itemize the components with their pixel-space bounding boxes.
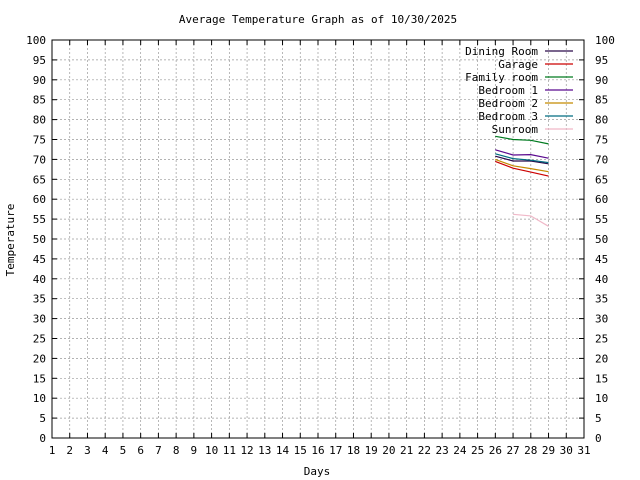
series-line-dining-room: [495, 155, 549, 165]
y-tick-label: 15: [595, 372, 608, 385]
x-tick-label: 31: [577, 444, 590, 457]
legend-label: Dining Room: [465, 45, 538, 58]
y-tick-label: 0: [39, 432, 46, 445]
y-tick-label: 90: [33, 74, 46, 87]
y-tick-label: 20: [595, 352, 608, 365]
x-tick-label: 17: [329, 444, 342, 457]
y-axis-label: Temperature: [4, 204, 17, 277]
chart-title: Average Temperature Graph as of 10/30/20…: [179, 13, 457, 26]
legend-label: Sunroom: [492, 123, 539, 136]
x-tick-label: 24: [453, 444, 467, 457]
x-tick-label: 4: [102, 444, 109, 457]
x-tick-label: 20: [382, 444, 395, 457]
y-tick-label: 35: [595, 293, 608, 306]
x-tick-label: 10: [205, 444, 218, 457]
x-tick-label: 6: [137, 444, 144, 457]
y-tick-label: 25: [595, 333, 608, 346]
series-line-bedroom-2: [495, 158, 549, 173]
x-tick-label: 5: [120, 444, 127, 457]
x-tick-label: 27: [506, 444, 519, 457]
x-tick-label: 25: [471, 444, 484, 457]
y-tick-label: 50: [33, 233, 46, 246]
x-tick-label: 16: [311, 444, 324, 457]
y-tick-label: 70: [595, 153, 608, 166]
x-axis-label: Days: [304, 465, 331, 478]
y-tick-label: 45: [595, 253, 608, 266]
y-tick-label: 80: [595, 114, 608, 127]
y-tick-label: 95: [33, 54, 46, 67]
y-tick-label: 85: [595, 94, 608, 107]
series-line-bedroom-1: [495, 149, 549, 159]
y-tick-label: 5: [595, 412, 602, 425]
series-lines: [495, 135, 549, 227]
y-tick-label: 55: [33, 213, 46, 226]
y-tick-label: 75: [33, 134, 46, 147]
legend-label: Bedroom 1: [478, 84, 538, 97]
y-tick-label: 100: [595, 34, 615, 47]
x-tick-label: 12: [240, 444, 253, 457]
y-tick-label: 25: [33, 333, 46, 346]
x-tick-label: 9: [191, 444, 198, 457]
x-tick-label: 1: [49, 444, 56, 457]
y-tick-label: 0: [595, 432, 602, 445]
x-tick-label: 8: [173, 444, 180, 457]
y-tick-label: 90: [595, 74, 608, 87]
legend-label: Bedroom 3: [478, 110, 538, 123]
y-tick-label: 30: [33, 313, 46, 326]
y-tick-label: 85: [33, 94, 46, 107]
y-tick-label: 100: [26, 34, 46, 47]
x-axis-ticks: 1 2 3 4 5 6 7 8 9 10 11 12 13 14 15 16 17 18 19 20 21 22 23 24 2…: [49, 40, 591, 457]
x-tick-label: 18: [347, 444, 360, 457]
x-tick-label: 23: [436, 444, 449, 457]
x-tick-label: 13: [258, 444, 271, 457]
legend-label: Family room: [465, 71, 538, 84]
y-axis-left-ticks: 0 5 10 15 20 25 30 35 40 45 50 55 60 65 70 75 80 85 90 95 10…: [26, 34, 57, 445]
series-line-sunroom: [513, 213, 549, 227]
legend-label: Garage: [498, 58, 538, 71]
y-tick-label: 75: [595, 134, 608, 147]
y-tick-label: 5: [39, 412, 46, 425]
y-tick-label: 65: [33, 173, 46, 186]
y-tick-label: 55: [595, 213, 608, 226]
y-axis-right-ticks: 0 5 10 15 20 25 30 35 40 45 50 55 60 65 70 75 80 85 90 95 10…: [579, 34, 615, 445]
x-tick-label: 22: [418, 444, 431, 457]
series-line-family-room: [495, 135, 549, 145]
y-tick-label: 15: [33, 372, 46, 385]
y-tick-label: 80: [33, 114, 46, 127]
x-tick-label: 21: [400, 444, 413, 457]
x-tick-label: 14: [276, 444, 290, 457]
y-tick-label: 45: [33, 253, 46, 266]
y-tick-label: 20: [33, 352, 46, 365]
y-tick-label: 40: [33, 273, 46, 286]
y-tick-label: 95: [595, 54, 608, 67]
y-tick-label: 30: [595, 313, 608, 326]
y-tick-label: 40: [595, 273, 608, 286]
x-tick-label: 30: [560, 444, 573, 457]
y-tick-label: 35: [33, 293, 46, 306]
y-tick-label: 10: [595, 392, 608, 405]
x-tick-label: 15: [294, 444, 307, 457]
x-tick-label: 7: [155, 444, 162, 457]
x-tick-label: 2: [66, 444, 73, 457]
series-line-garage: [495, 160, 549, 177]
y-tick-label: 60: [595, 193, 608, 206]
y-tick-label: 10: [33, 392, 46, 405]
y-tick-label: 70: [33, 153, 46, 166]
x-tick-label: 28: [524, 444, 537, 457]
x-tick-label: 11: [223, 444, 236, 457]
x-tick-label: 3: [84, 444, 91, 457]
y-tick-label: 60: [33, 193, 46, 206]
y-tick-label: 50: [595, 233, 608, 246]
y-tick-label: 65: [595, 173, 608, 186]
legend-label: Bedroom 2: [478, 97, 538, 110]
x-tick-label: 19: [365, 444, 378, 457]
series-line-bedroom-3: [495, 153, 549, 164]
x-tick-label: 29: [542, 444, 555, 457]
grid-lines: [52, 40, 584, 438]
x-tick-label: 26: [489, 444, 502, 457]
